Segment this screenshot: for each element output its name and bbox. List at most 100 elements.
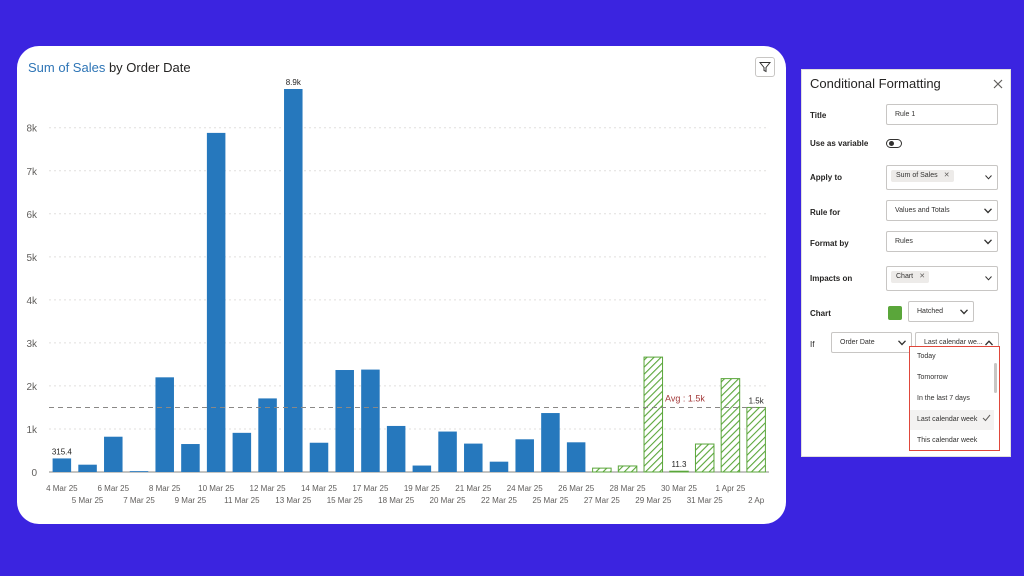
impacts-on-chip: Chart ✕	[891, 271, 930, 283]
chevron-down-icon	[960, 309, 968, 315]
bar	[412, 465, 432, 472]
x-tick-label: 4 Mar 25	[46, 484, 78, 493]
bar	[52, 458, 72, 472]
y-tick-label: 0	[31, 468, 37, 479]
chart-label: Chart	[810, 309, 831, 318]
option-label: In the last 7 days	[917, 395, 970, 402]
rule-for-select[interactable]: Values and Totals	[886, 200, 998, 221]
x-tick-label: 2 Ap	[748, 496, 765, 505]
x-tick-label: 5 Mar 25	[72, 496, 104, 505]
x-tick-label: 31 Mar 25	[687, 496, 724, 505]
option-today[interactable]: Today	[910, 347, 994, 367]
apply-to-chip-label: Sum of Sales	[896, 172, 938, 179]
bar	[284, 89, 303, 472]
chart-card: Sum of Sales by Order Date 0 1k 2k 3k 4k 5k 6k…	[17, 46, 786, 524]
panel-title: Conditional Formatting	[810, 76, 941, 91]
option-last-7-days[interactable]: In the last 7 days	[910, 389, 994, 409]
impacts-on-select[interactable]: Chart ✕	[886, 266, 998, 291]
bar	[78, 464, 97, 472]
conditional-formatting-panel: Conditional Formatting Title Rule 1 Use …	[801, 69, 1011, 457]
x-tick-label: 27 Mar 25	[584, 496, 621, 505]
filter-button[interactable]	[755, 57, 775, 77]
bar	[515, 439, 534, 472]
condition-dropdown-list: Today Tomorrow In the last 7 days Last c…	[909, 346, 1000, 451]
option-last-calendar-week[interactable]: Last calendar week	[910, 410, 994, 430]
x-tick-label: 20 Mar 25	[430, 496, 467, 505]
x-tick-label: 21 Mar 25	[455, 484, 492, 493]
bar	[592, 467, 612, 473]
bar	[361, 369, 380, 472]
dropdown-scrollbar[interactable]	[994, 363, 997, 393]
title-input-value: Rule 1	[895, 111, 916, 118]
chart-title-measure: Sum of Sales	[28, 60, 106, 75]
bar	[643, 356, 664, 473]
average-label: Avg : 1.5k	[665, 393, 705, 403]
y-tick-label: 3k	[26, 339, 38, 350]
data-label: 1.5k	[749, 396, 765, 405]
apply-to-chip: Sum of Sales ✕	[891, 170, 954, 182]
chevron-down-icon	[984, 239, 992, 245]
x-tick-label: 28 Mar 25	[610, 484, 647, 493]
rule-for-label: Rule for	[810, 208, 841, 217]
x-tick-label: 6 Mar 25	[97, 484, 129, 493]
bar	[489, 461, 509, 472]
chevron-down-icon	[984, 208, 992, 214]
option-tomorrow[interactable]: Tomorrow	[910, 368, 994, 388]
impacts-on-label: Impacts on	[810, 274, 853, 283]
bar	[309, 442, 329, 472]
x-tick-label: 1 Apr 25	[716, 484, 746, 493]
impacts-on-chip-label: Chart	[896, 273, 914, 280]
if-field-select[interactable]: Order Date	[831, 332, 912, 353]
option-label: This calendar week	[917, 437, 978, 444]
bar	[541, 413, 560, 472]
chevron-down-icon	[985, 175, 992, 180]
bar	[129, 471, 149, 472]
chart-style-select[interactable]: Hatched	[908, 301, 974, 322]
option-label: Last calendar week	[917, 416, 978, 423]
toggle-knob	[889, 141, 894, 146]
checkmark-icon	[982, 414, 991, 422]
bar	[438, 431, 457, 472]
x-tick-label: 30 Mar 25	[661, 484, 698, 493]
bar	[181, 444, 200, 472]
if-field-value: Order Date	[840, 339, 875, 346]
x-tick-label: 22 Mar 25	[481, 496, 518, 505]
y-tick-label: 1k	[26, 425, 38, 436]
x-tick-label: 13 Mar 25	[275, 496, 312, 505]
bar	[232, 432, 252, 472]
apply-to-label: Apply to	[810, 173, 842, 182]
title-input[interactable]: Rule 1	[886, 104, 998, 125]
chevron-up-icon	[985, 340, 993, 346]
funnel-icon	[759, 62, 771, 73]
bar	[617, 465, 638, 473]
chart-title-rest: by Order Date	[105, 60, 191, 75]
use-as-variable-label: Use as variable	[810, 139, 869, 148]
data-label: 11.3	[672, 460, 688, 469]
y-tick-label: 8k	[26, 124, 38, 135]
format-by-value: Rules	[895, 238, 913, 245]
format-by-label: Format by	[810, 239, 849, 248]
color-swatch[interactable]	[888, 306, 902, 320]
title-label: Title	[810, 111, 827, 120]
rule-for-value: Values and Totals	[895, 207, 950, 214]
x-tick-label: 26 Mar 25	[558, 484, 595, 493]
chevron-down-icon	[898, 340, 906, 346]
option-this-calendar-week[interactable]: This calendar week	[910, 431, 994, 450]
bar	[566, 442, 586, 472]
use-as-variable-toggle[interactable]	[886, 139, 902, 148]
y-tick-label: 2k	[26, 382, 38, 393]
y-tick-label: 4k	[26, 296, 38, 307]
if-label: If	[810, 340, 815, 349]
remove-chip-icon[interactable]: ✕	[943, 172, 950, 179]
x-tick-label: 12 Mar 25	[250, 484, 287, 493]
format-by-select[interactable]: Rules	[886, 231, 998, 252]
chevron-down-icon	[985, 276, 992, 281]
chart-style-value: Hatched	[917, 308, 944, 315]
x-tick-label: 10 Mar 25	[198, 484, 235, 493]
x-tick-label: 19 Mar 25	[404, 484, 441, 493]
remove-chip-icon[interactable]: ✕	[919, 273, 926, 280]
bar	[720, 378, 741, 473]
chart-title: Sum of Sales by Order Date	[28, 60, 191, 75]
close-icon[interactable]	[992, 78, 1004, 90]
apply-to-select[interactable]: Sum of Sales ✕	[886, 165, 998, 190]
